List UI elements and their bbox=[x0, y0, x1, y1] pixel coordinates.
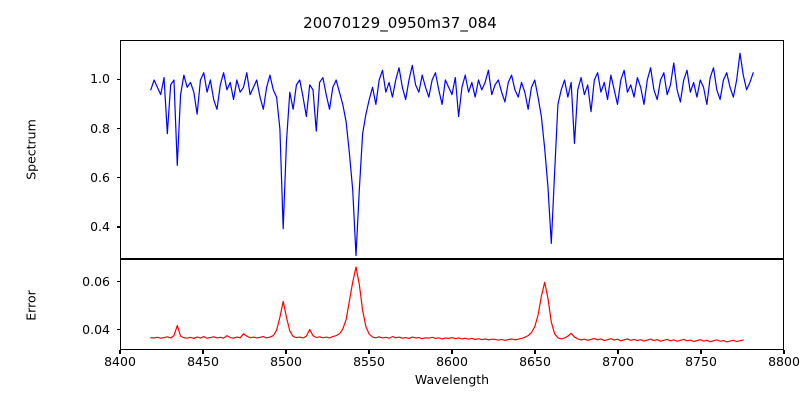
x-tick-mark bbox=[119, 350, 121, 354]
x-tick-label: 8450 bbox=[187, 354, 219, 369]
x-tick-label: 8700 bbox=[602, 354, 634, 369]
spectrum-data-line bbox=[150, 52, 754, 257]
x-tick-mark bbox=[534, 350, 536, 354]
y-tick-mark-spectrum bbox=[116, 128, 120, 130]
x-tick-label: 8800 bbox=[768, 354, 800, 369]
error-line-svg bbox=[150, 266, 744, 343]
error-data-line bbox=[150, 266, 744, 343]
y-tick-mark-error bbox=[116, 329, 120, 331]
x-tick-mark bbox=[617, 350, 619, 354]
y-axis-label-error: Error bbox=[23, 290, 39, 321]
x-tick-mark bbox=[451, 350, 453, 354]
x-tick-mark bbox=[783, 350, 785, 354]
x-tick-label: 8400 bbox=[104, 354, 136, 369]
y-tick-label-error: 0.06 bbox=[82, 273, 110, 289]
error-plot-area bbox=[120, 259, 784, 350]
x-tick-mark bbox=[368, 350, 370, 354]
x-tick-mark bbox=[700, 350, 702, 354]
y-tick-mark-spectrum bbox=[116, 177, 120, 179]
x-tick-mark bbox=[285, 350, 287, 354]
spectrum-line-svg bbox=[150, 52, 754, 257]
y-tick-mark-error bbox=[116, 281, 120, 283]
x-axis-label: Wavelength bbox=[414, 372, 490, 387]
y-tick-label-error: 0.04 bbox=[82, 321, 110, 337]
y-axis-label-spectrum: Spectrum bbox=[23, 119, 39, 180]
y-tick-label-spectrum: 0.8 bbox=[90, 120, 110, 136]
y-tick-mark-spectrum bbox=[116, 78, 120, 80]
spectrum-plot-area bbox=[120, 40, 784, 259]
y-tick-mark-spectrum bbox=[116, 226, 120, 228]
figure-title: 20070129_0950m37_084 bbox=[303, 14, 497, 32]
y-tick-label-spectrum: 1.0 bbox=[90, 71, 110, 87]
y-tick-label-spectrum: 0.6 bbox=[90, 169, 110, 185]
x-tick-mark bbox=[202, 350, 204, 354]
x-tick-label: 8550 bbox=[353, 354, 385, 369]
y-tick-label-spectrum: 0.4 bbox=[90, 219, 110, 234]
x-tick-label: 8650 bbox=[519, 354, 551, 369]
x-tick-label: 8600 bbox=[436, 354, 468, 369]
x-tick-label: 8750 bbox=[685, 354, 717, 369]
x-tick-label: 8500 bbox=[270, 354, 302, 369]
